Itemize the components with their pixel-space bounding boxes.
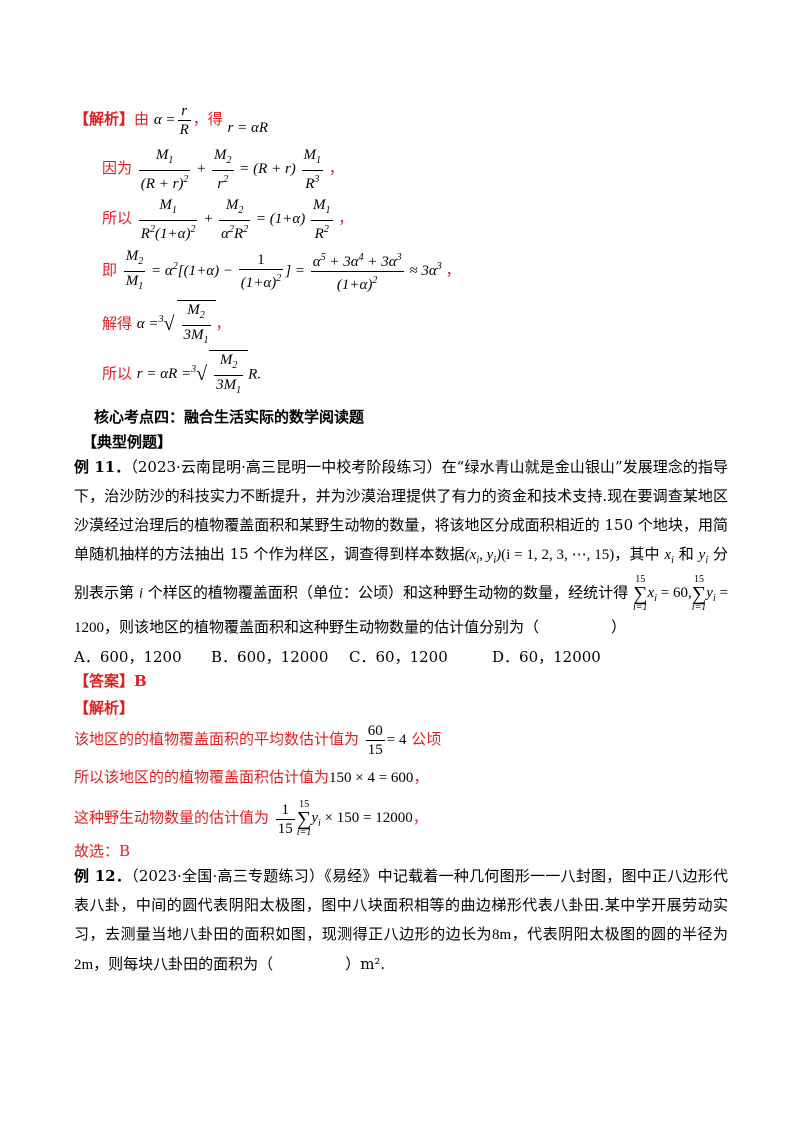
var-i: i [138, 585, 144, 602]
formula-solve: α =3√ M2 3M1 [137, 300, 216, 346]
var-y: yi [698, 547, 709, 566]
side-length: 8m [492, 927, 512, 943]
text: 因为 [102, 158, 133, 177]
example-label: 例 12． [74, 867, 132, 885]
text: ） [611, 618, 627, 637]
analysis-tag: 【解析】 [74, 109, 135, 128]
option-a: A．600，1200 [74, 648, 182, 666]
sample-pair: (xi, yi)(i = 1, 2, 3, ⋯, 15) [464, 547, 615, 566]
answer: 【答案】B [74, 672, 147, 690]
solution-11-line-1: 该地区的的植物覆盖面积的平均数估计值为 60 15 = 4 公顷 [74, 722, 441, 759]
text: ， [445, 260, 461, 279]
solution-block: 【解析】由 α = r R ，得 r = αR [74, 102, 268, 139]
text: ， [338, 208, 354, 227]
solution-line-5: 解得 α =3√ M2 3M1， [102, 300, 231, 350]
var-x: xi [664, 547, 674, 566]
solution-line-4: 即 M2 M1 = α2[(1+α) − 1 (1+α)2] = α5 + 3α4 … [102, 247, 460, 296]
analysis-tag-11: 【解析】 [74, 699, 135, 717]
text: ， [215, 314, 231, 333]
text: 解得 [102, 314, 133, 333]
core-point-title: 核心考点四：融合生活实际的数学阅读题 [94, 408, 365, 426]
formula-r: r = αR [227, 119, 269, 136]
text: 即 [102, 260, 118, 279]
text: R. [248, 366, 262, 383]
solution-11-line-2: 所以该地区的的植物覆盖面积估计值为150 × 4 = 600， [74, 766, 428, 787]
formula-mean: 60 15 = 4 [365, 723, 407, 758]
solution-line-6: 所以 r = αR =3√ M2 3M1 R. [102, 350, 261, 400]
solution-line-3: 所以 M1 R2(1+α)2 + M2 α2R2 = (1+α) M1 R2 ， [102, 196, 353, 243]
typical-header: 【典型例题】 [82, 433, 173, 451]
text: 公顷 [411, 729, 442, 748]
text: 这种野生动物数量的估计值为 [74, 808, 270, 827]
solution-line-2: 因为 M1 (R + r)2 + M2 r2 = (R + r) M1 R3 ， [102, 146, 344, 193]
text: ）m². [345, 955, 386, 973]
text: ， [328, 158, 344, 177]
example-12: 例 12．（2023·全国·高三专题练习）《易经》中记载着一种几何图形一一八封图… [74, 862, 728, 980]
text: 和 [678, 545, 694, 563]
text: 个样区的植物覆盖面积（单位：公顷）和这种野生动物的数量，经统计得 [147, 583, 629, 602]
option-d: D．60，12000 [492, 648, 601, 666]
radius: 2m [74, 957, 94, 973]
text: 所以该地区的的植物覆盖面积估计值为 [74, 768, 330, 786]
formula-ie: M2 M1 = α2[(1+α) − 1 (1+α)2] = α5 + 3α4 + … [123, 248, 442, 293]
conclusion: 故选：B [74, 842, 131, 860]
option-b: B．600，12000 [211, 648, 329, 666]
text: （2023·云南昆明·高三昆明一中校考阶段练习）在“绿水青山就是金山银山”发展理… [74, 458, 728, 563]
text: ， [412, 808, 428, 827]
solution-11-line-3: 这种野生动物数量的估计值为 1 15 15 ∑ i=1 yi × 150 = 12000， [74, 800, 428, 838]
text: ，则该地区的植物覆盖面积和这种野生动物数量的估计值分别为（ [104, 618, 540, 637]
example-11: 例 11．（2023·云南昆明·高三昆明一中校考阶段练习）在“绿水青山就是金山银… [74, 453, 728, 643]
text: 由 [134, 109, 150, 128]
text: 该地区的的植物覆盖面积的平均数估计值为 [74, 729, 360, 748]
text: 所以 [102, 208, 133, 227]
text: （2023·全国·高三专题练习）《易经》中记载着一种几何图形一一八封图，图中正八… [74, 867, 728, 943]
option-c: C．60，1200 [349, 648, 448, 666]
formula-count: 1 15 15 ∑ i=1 yi × 150 = 12000 [275, 799, 413, 838]
text: 所以 [102, 364, 133, 383]
formula-because: M1 (R + r)2 + M2 r2 = (R + r) M1 R3 [138, 147, 324, 192]
formula-final: r = αR =3√ M2 3M1 [137, 350, 249, 396]
text: ，得 [192, 109, 223, 128]
text: ，代表阴阳太极图的圆的半径为 [511, 925, 728, 943]
formula-area: 150 × 4 = 600 [329, 770, 414, 786]
text: ， [413, 768, 429, 786]
formula-so: M1 R2(1+α)2 + M2 α2R2 = (1+α) M1 R2 [138, 197, 333, 242]
text: 分别表示第 [74, 545, 728, 602]
sum-formula: 15 ∑ i=1 xi = 60, 15 ∑ i=1 yi = 1200 [74, 574, 728, 637]
text: ，则每块八卦田的面积为（ [93, 955, 274, 973]
text: ，其中 [614, 545, 660, 563]
formula-alpha: α = r R [153, 103, 191, 138]
example-label: 例 11． [74, 458, 131, 476]
